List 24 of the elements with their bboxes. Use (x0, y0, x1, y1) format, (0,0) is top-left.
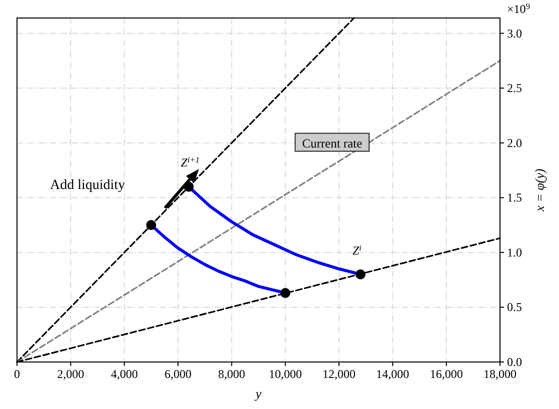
x-tick-label: 4,000 (110, 367, 138, 381)
x-tick-label: 14,000 (376, 367, 410, 381)
y-axis-title: x = φ(y) (532, 168, 547, 212)
x-tick-label: 18,000 (484, 367, 516, 381)
y-tick-label: 1.0 (507, 245, 522, 260)
text: ×10$^{9}$ (507, 2, 530, 16)
x-tick-label: 2,000 (57, 367, 84, 381)
y-tick-label: 0.5 (507, 300, 522, 314)
x-tick-label: 8,000 (218, 367, 246, 381)
annotation: Add liquidity (50, 178, 126, 193)
x-axis-title: y (254, 386, 262, 401)
y-tick-label: 0.0 (507, 355, 522, 369)
y-tick-label: 3.0 (507, 26, 522, 40)
x-tick-label: 16,000 (430, 367, 463, 381)
annotation: Z$^{i+1}$ (180, 155, 200, 170)
y-tick-label: 2.0 (507, 136, 522, 150)
x-tick-label: 0 (14, 367, 20, 381)
series-label: Current rate (302, 136, 363, 150)
x-tick-label: 6,000 (164, 367, 192, 381)
annotation: Z$^{i}$ (352, 242, 362, 258)
x-tick-label: 10,000 (268, 367, 302, 381)
x-tick-label: 12,000 (322, 367, 356, 381)
y-tick-label: 1.5 (507, 190, 522, 205)
y-tick-label: 2.5 (507, 81, 522, 96)
